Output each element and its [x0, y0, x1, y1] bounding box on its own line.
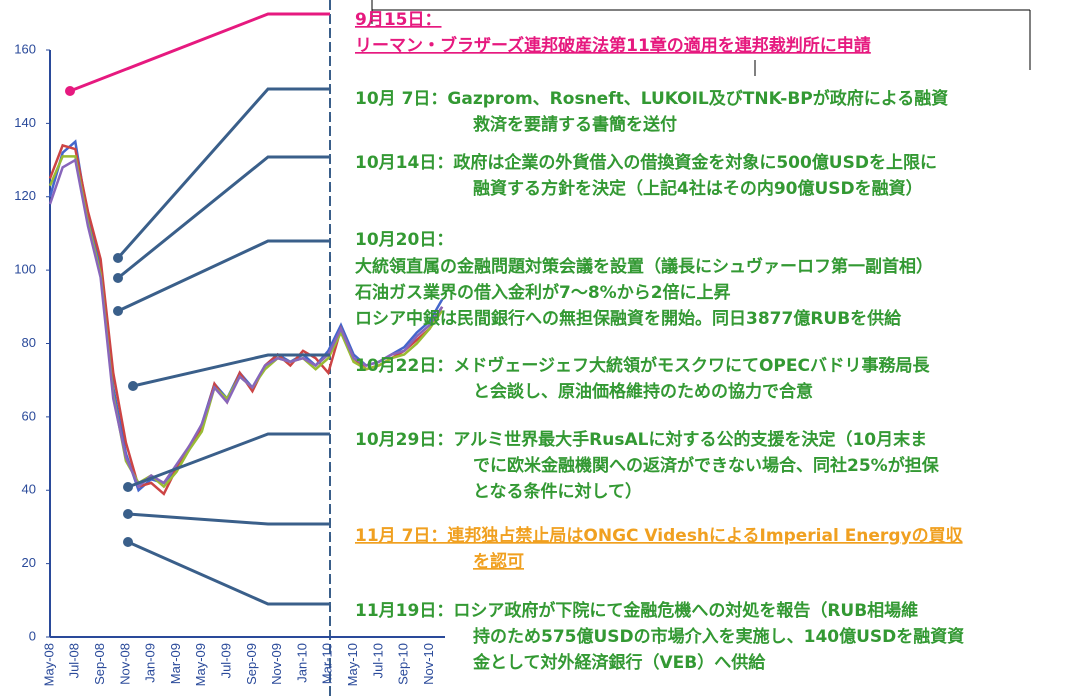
x-tick-label: May-10 — [345, 643, 360, 686]
annotation-text: 10月29日：アルミ世界最大手RusALに対する公的支援を決定（10月末ま — [355, 429, 927, 450]
x-tick-label: Jan-09 — [143, 643, 158, 683]
annotation-text: を認可 — [473, 551, 524, 572]
x-tick-label: Jul-09 — [219, 643, 234, 678]
annotation-dot — [113, 273, 123, 283]
y-tick-label: 40 — [22, 482, 36, 497]
y-tick-label: 140 — [14, 115, 36, 130]
x-tick-label: Jul-08 — [67, 643, 82, 678]
annotation-dot — [113, 253, 123, 263]
annotation-dot — [113, 306, 123, 316]
annotation-text: と会談し、原油価格維持のための協力で合意 — [473, 381, 813, 402]
annotation-text: 11月 7日：連邦独占禁止局はONGC VideshによるImperial En… — [355, 525, 964, 546]
x-tick-label: Mar-09 — [168, 643, 183, 684]
y-tick-label: 120 — [14, 188, 36, 203]
annotation-text: 10月22日：メドヴェージェフ大統領がモスクワにてOPECバドリ事務局長 — [355, 355, 930, 376]
annotation-text: 融資する方針を決定（上記4社はその内90億USDを融資） — [473, 178, 923, 199]
annotation-pointer — [127, 432, 330, 489]
annotation-text: となる条件に対して） — [473, 481, 642, 502]
x-tick-label: May-08 — [41, 643, 56, 686]
x-tick-label: Mar-10 — [320, 643, 335, 684]
y-tick-label: 160 — [14, 41, 36, 56]
x-tick-label: Sep-08 — [92, 643, 107, 685]
annotation-pointer — [132, 353, 330, 388]
annotation-text: 持のため575億USDの市場介入を実施し、140億USDを融資資 — [473, 626, 964, 647]
x-tick-label: Jan-10 — [294, 643, 309, 683]
x-tick-label: Nov-09 — [269, 643, 284, 685]
y-tick-label: 100 — [14, 262, 36, 277]
x-tick-label: Sep-09 — [244, 643, 259, 685]
annotation-pointer — [117, 239, 330, 313]
y-tick-label: 0 — [29, 628, 36, 643]
annotation-text: 10月20日： — [355, 230, 453, 250]
annotation-text: 金として対外経済銀行（VEB）へ供給 — [472, 652, 766, 673]
annotation-text: 9月15日： — [355, 10, 442, 30]
y-tick-label: 20 — [22, 555, 36, 570]
annotation-text: でに欧米金融機関への返済ができない場合、同社25%が担保 — [473, 455, 940, 476]
x-tick-label: Nov-10 — [421, 643, 436, 685]
annotation-pointer — [127, 540, 330, 606]
annotation-pointer — [69, 12, 330, 93]
x-tick-label: May-09 — [193, 643, 208, 686]
annotation-dot — [123, 509, 133, 519]
x-tick-label: Nov-08 — [117, 643, 132, 685]
series-line — [48, 158, 444, 489]
annotation-dot — [123, 482, 133, 492]
x-tick-label: Sep-10 — [396, 643, 411, 685]
y-tick-label: 80 — [22, 335, 36, 350]
annotation-pointer — [117, 155, 330, 280]
annotation-dot — [123, 537, 133, 547]
annotation-pointer — [127, 512, 330, 526]
y-tick-label: 60 — [22, 408, 36, 423]
annotation-text: リーマン・ブラザーズ連邦破産法第11章の適用を連邦裁判所に申請 — [355, 35, 871, 56]
annotation-pointer — [116, 87, 330, 259]
annotation-dot — [65, 86, 75, 96]
annotation-text: 大統領直属の金融問題対策会議を設置（議長にシュヴァーロフ第一副首相） — [355, 256, 933, 277]
annotation-text: 救済を要請する書簡を送付 — [473, 114, 677, 135]
annotation-text: 10月 7日：Gazprom、Rosneft、LUKOIL及びTNK-BPが政府… — [355, 88, 948, 109]
annotation-text: 10月14日：政府は企業の外貨借入の借換資金を対象に500億USDを上限に — [355, 152, 937, 173]
annotation-text: 石油ガス業界の借入金利が7～8%から2倍に上昇 — [354, 282, 731, 303]
annotation-dot — [128, 381, 138, 391]
annotation-text: 11月19日：ロシア政府が下院にて金融危機への対処を報告（RUB相場維 — [355, 600, 918, 621]
x-tick-label: Jul-10 — [370, 643, 385, 678]
annotation-text: ロシア中銀は民間銀行への無担保融資を開始。同日3877億RUBを供給 — [355, 308, 902, 329]
